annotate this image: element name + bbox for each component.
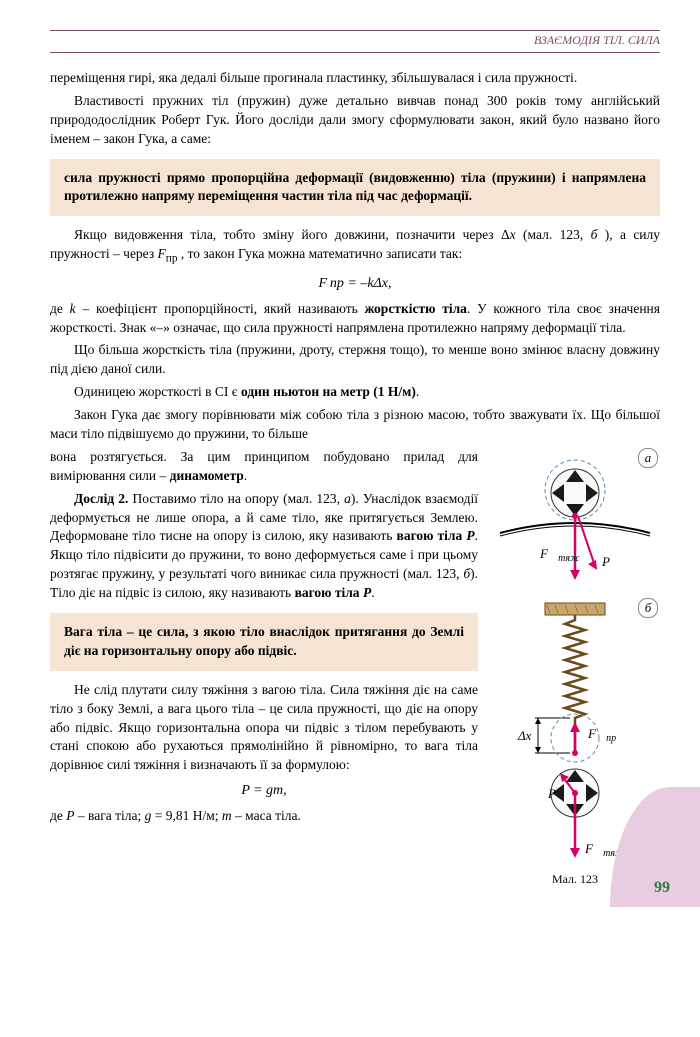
paragraph-4: де k – коефіцієнт пропорційності, який н… <box>50 300 660 338</box>
figure-a-svg: F⃗тяж P⃗ <box>490 448 660 588</box>
formula-hooke: F пр = –kΔx, <box>50 276 660 292</box>
paragraph-6: Одиницею жорсткості в СІ є один ньютон н… <box>50 383 660 402</box>
definition-box-weight: Вага тіла – це сила, з якою тіло внаслід… <box>50 613 478 671</box>
figure-label-b: б <box>638 598 658 618</box>
vec-p-a: P⃗ <box>601 554 620 569</box>
paragraph-3: Якщо видовження тіла, тобто зміну його д… <box>50 226 660 267</box>
vec-fpr: F⃗пр <box>587 726 616 744</box>
paragraph-9: Не слід плутати силу тяжіння з вагою тіл… <box>50 681 478 775</box>
formula-weight: P = gm, <box>50 783 478 799</box>
paragraph-1: переміщення гирі, яка дедалі більше прог… <box>50 69 660 88</box>
figure-123a: а <box>490 448 660 588</box>
paragraph-8: Дослід 2. Поставимо тіло на опору (мал. … <box>50 490 478 603</box>
running-header: ВЗАЄМОДІЯ ТІЛ. СИЛА <box>50 33 660 53</box>
p2-text: Властивості пружних тіл (пружин) дуже де… <box>50 93 660 146</box>
paragraph-7b: вона розтягується. За цим принципом побу… <box>50 448 478 486</box>
delta-x-label: Δx <box>517 728 532 743</box>
paragraph-10: де P – вага тіла; g = 9,81 Н/м; m – маса… <box>50 807 478 826</box>
definition-box-hooke: сила пружності прямо пропорційна деформа… <box>50 159 660 217</box>
figure-label-a: а <box>638 448 658 468</box>
header-rule-top <box>50 30 660 31</box>
vec-p-b: P⃗ <box>547 786 566 801</box>
paragraph-2: Властивості пружних тіл (пружин) дуже де… <box>50 92 660 149</box>
paragraph-5: Що більша жорсткість тіла (пружини, дрот… <box>50 341 660 379</box>
page-number: 99 <box>654 879 670 897</box>
paragraph-7: Закон Гука дає змогу порівнювати між соб… <box>50 406 660 444</box>
